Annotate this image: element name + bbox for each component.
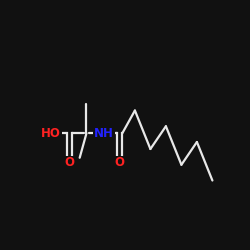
Text: O: O	[64, 156, 74, 170]
Text: O: O	[114, 156, 124, 170]
Text: NH: NH	[94, 127, 114, 140]
Text: HO: HO	[41, 127, 60, 140]
